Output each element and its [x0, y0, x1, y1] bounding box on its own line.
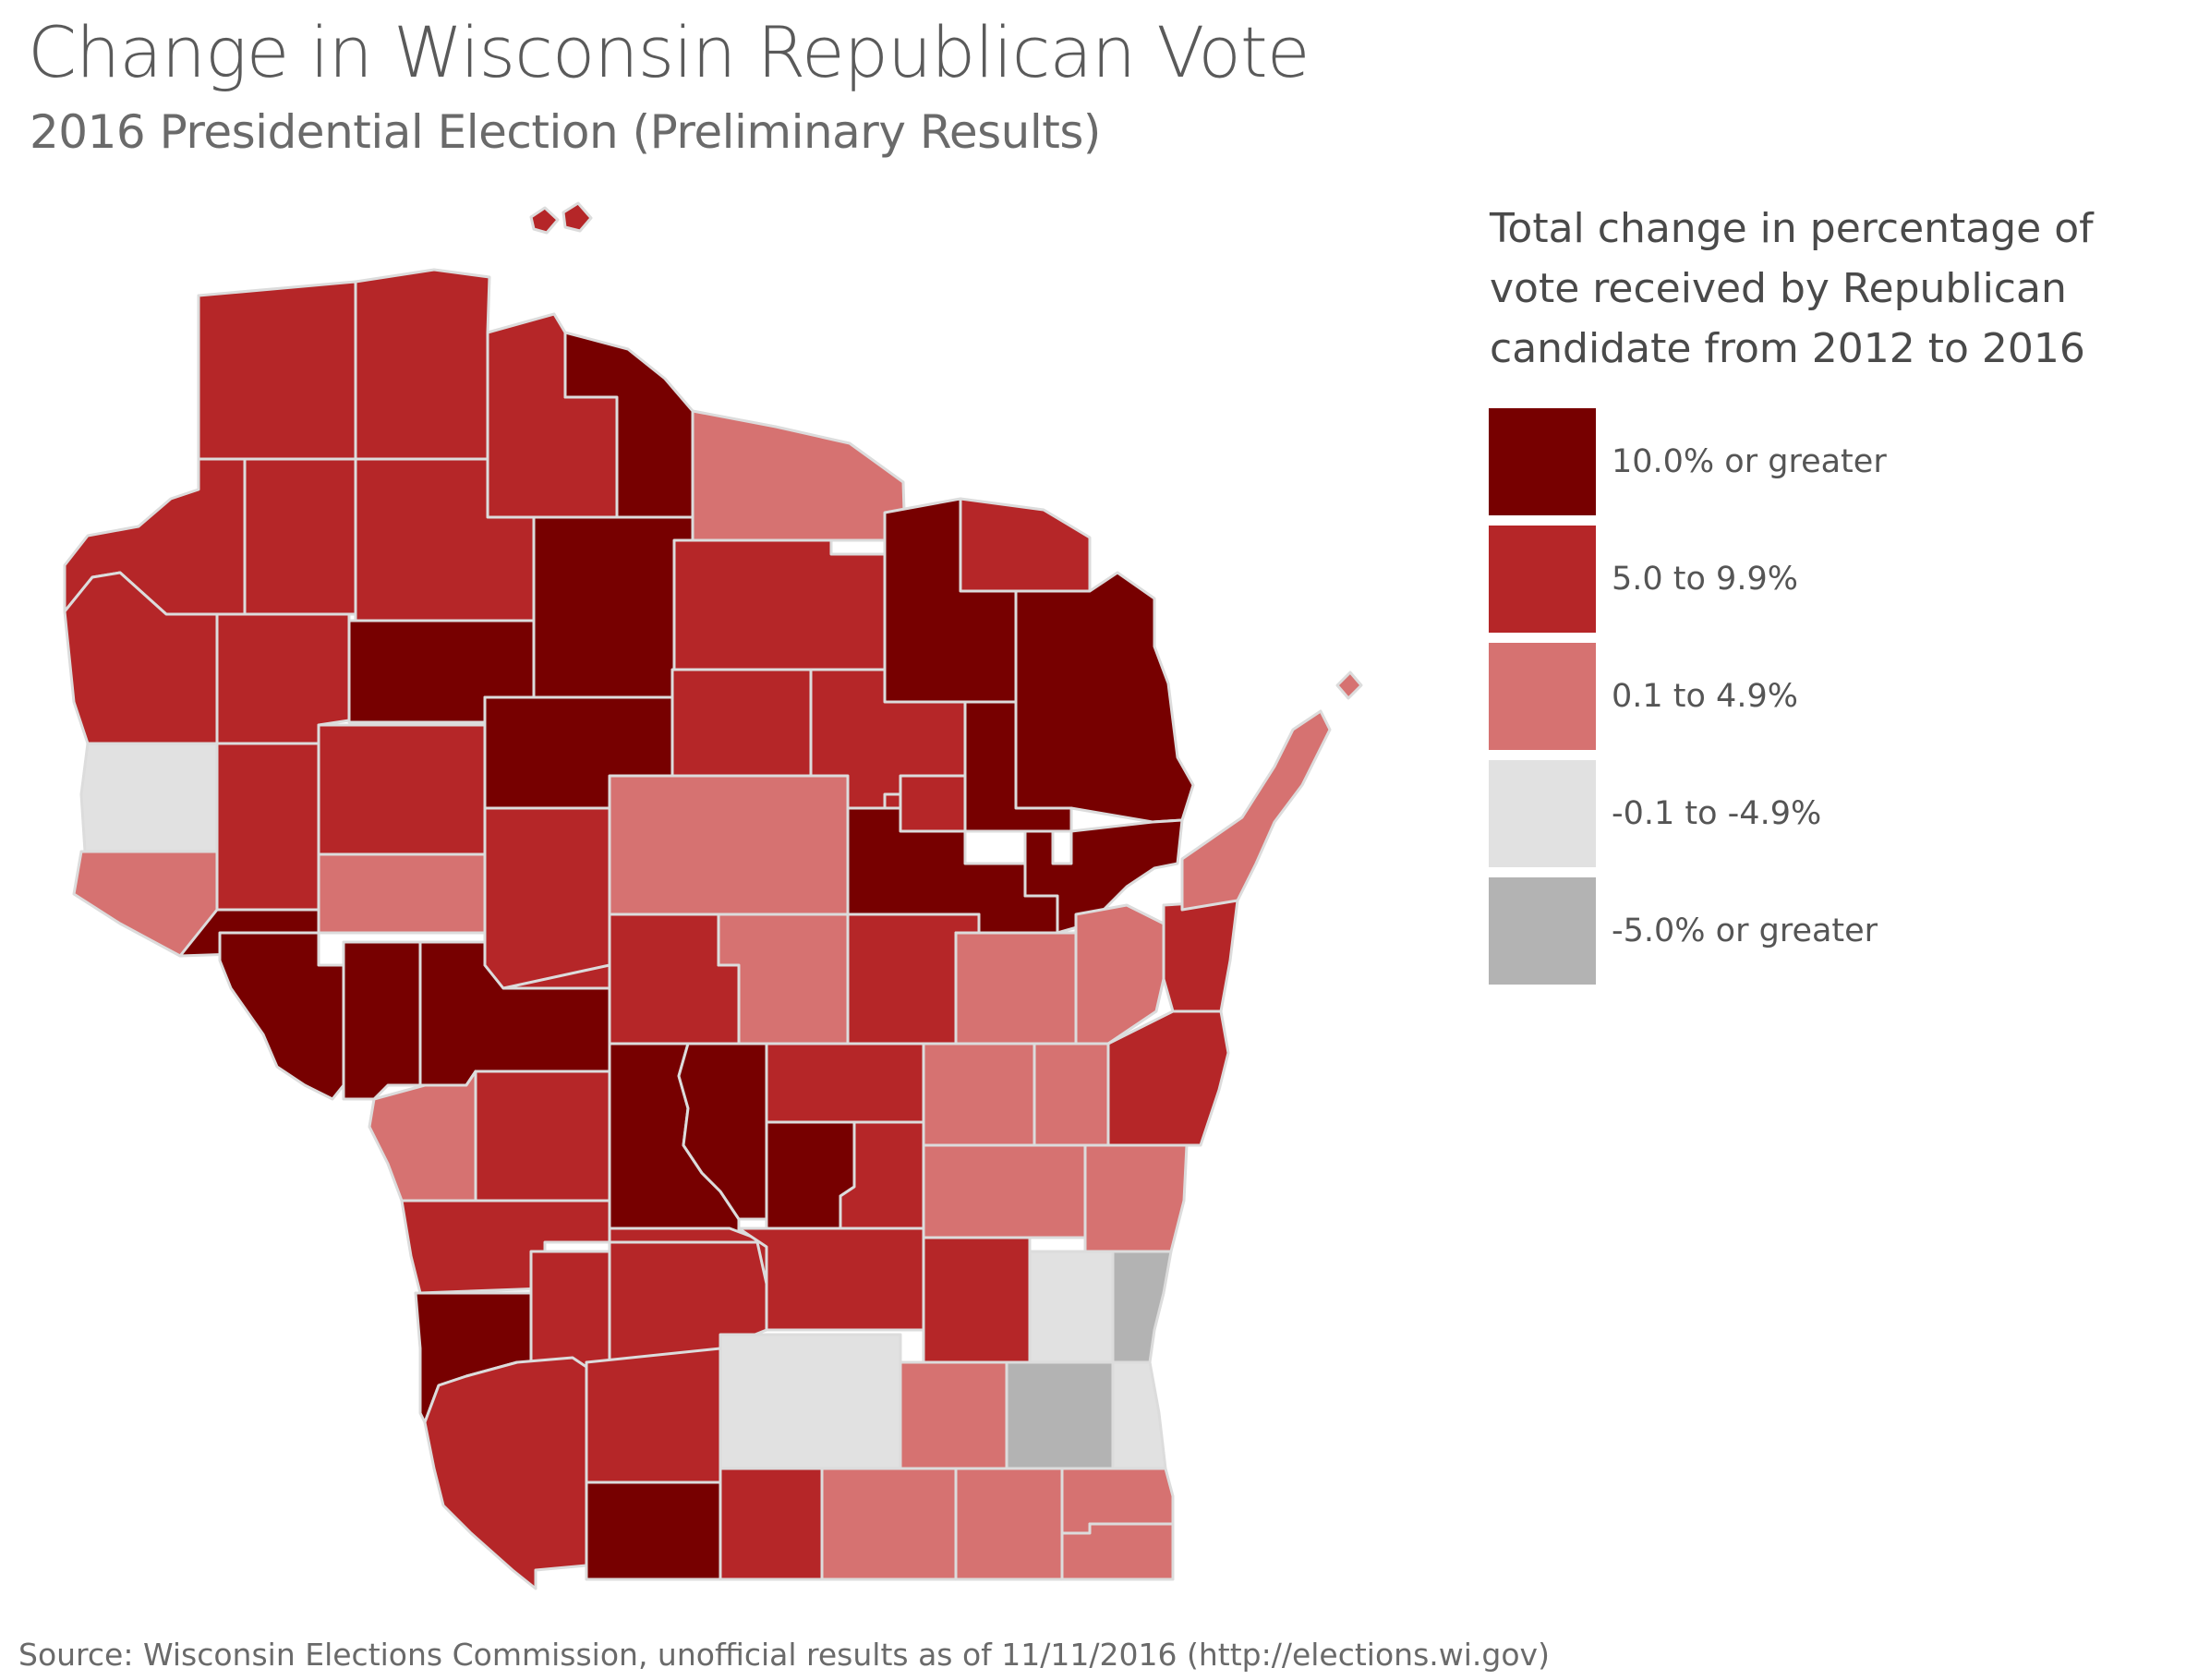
county-chippewa [317, 723, 487, 856]
county-marinette-2 [1023, 818, 1184, 935]
county-fond-du-lac [922, 1042, 1036, 1147]
county-lafayette [585, 1481, 722, 1581]
county-waukesha [1005, 1360, 1115, 1470]
county-oneida [672, 538, 887, 671]
county-waushara-2 [765, 1042, 925, 1124]
county-dunn [215, 742, 320, 912]
legend-swatch [1489, 526, 1596, 633]
county-buffalo [218, 931, 345, 1101]
map-subtitle: 2016 Presidential Election (Preliminary … [30, 105, 1101, 159]
legend-label: -5.0% or greater [1612, 913, 1878, 949]
legend-label: -0.1 to -4.9% [1612, 795, 1822, 832]
county-vilas [691, 409, 907, 556]
legend-swatch [1489, 408, 1596, 515]
county-marinette [1014, 571, 1195, 824]
county-clark-2 [483, 806, 611, 990]
legend-swatch [1489, 877, 1596, 985]
county-florence [959, 497, 1092, 593]
county-calumet [1033, 1042, 1110, 1147]
county-rock [820, 1467, 958, 1581]
legend-title: Total change in percentage of vote recei… [1490, 205, 2094, 372]
county-iowa [585, 1347, 722, 1484]
county-apostle-islands [529, 206, 560, 235]
source-note: Source: Wisconsin Elections Commission, … [18, 1637, 1550, 1673]
map-title: Change in Wisconsin Republican Vote [28, 11, 1310, 93]
county-eau-claire [317, 852, 487, 935]
county-douglas [197, 280, 357, 461]
county-winnebago [954, 931, 1078, 1045]
county-dane [719, 1333, 902, 1470]
county-kenosha [1060, 1522, 1175, 1581]
county-waushara [717, 913, 850, 1045]
county-dodge [922, 1236, 1032, 1364]
county-sheboygan-2 [922, 1143, 1087, 1239]
legend-label: 5.0 to 9.9% [1612, 561, 1798, 598]
county-trempealeau [342, 940, 422, 1101]
county-door-islands [1335, 671, 1363, 700]
legend-label: 0.1 to 4.9% [1612, 678, 1798, 715]
county-vernon [400, 1199, 611, 1295]
county-kewaunee [1162, 899, 1239, 1013]
county-walworth [954, 1467, 1064, 1581]
county-green-lake [839, 1120, 925, 1230]
county-jefferson [899, 1360, 1008, 1470]
county-monroe [474, 1070, 611, 1203]
county-milwaukee [1111, 1360, 1167, 1470]
county-apostle-islands-2 [562, 201, 593, 233]
county-door [1180, 709, 1332, 912]
county-green [719, 1467, 824, 1581]
legend-swatch [1489, 643, 1596, 750]
county-ozaukee [1111, 1250, 1173, 1364]
county-st-croix [79, 742, 219, 853]
county-washington [1028, 1250, 1115, 1364]
county-marathon [608, 774, 850, 916]
county-grant [423, 1356, 588, 1590]
county-lincoln [670, 668, 813, 778]
county-la-crosse [368, 1070, 477, 1203]
county-washburn [243, 457, 357, 616]
county-bayfield [354, 268, 491, 461]
county-price [532, 515, 694, 699]
legend-swatch [1489, 760, 1596, 867]
county-oconto-2 [899, 774, 967, 833]
county-sheboygan [1083, 1143, 1189, 1253]
legend-label: 10.0% or greater [1612, 443, 1887, 480]
